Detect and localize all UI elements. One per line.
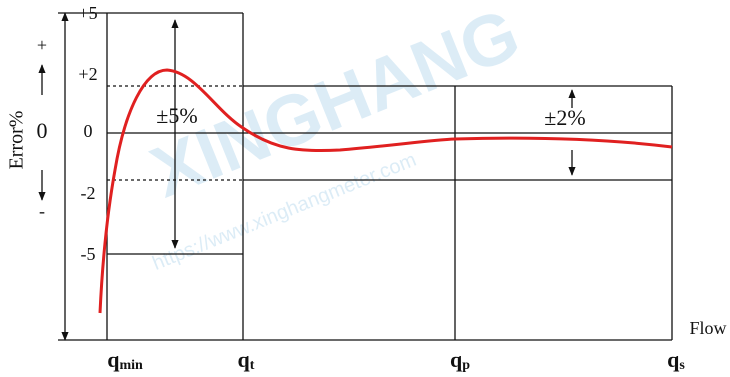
direction-minus: - <box>39 201 45 221</box>
x-point-base: q <box>238 347 251 372</box>
x-point-sub: min <box>119 358 143 373</box>
x-point-sub: s <box>679 358 685 373</box>
x-points: qmin qt qp qs <box>107 347 685 373</box>
x-point-base: q <box>107 347 120 372</box>
error-curve <box>98 68 673 314</box>
x-point-base: q <box>450 347 463 372</box>
direction-plus: + <box>37 35 47 55</box>
level-label: -5 <box>81 244 96 264</box>
direction-zero: 0 <box>37 118 48 143</box>
x-point-sub: p <box>462 358 470 373</box>
level-label: +5 <box>78 3 97 23</box>
level-label: -2 <box>81 183 96 203</box>
band-label: ±5% <box>156 103 197 128</box>
y-axis-title: Error% <box>6 111 28 170</box>
x-point-label: qmin <box>107 347 143 373</box>
x-point-sub: t <box>250 358 255 373</box>
x-point-base: q <box>667 347 680 372</box>
x-point-label: qs <box>667 347 685 373</box>
level-label: +2 <box>78 64 97 84</box>
x-axis-title: Flow <box>689 318 726 338</box>
frame <box>38 12 673 341</box>
level-label: 0 <box>84 121 93 141</box>
x-point-label: qt <box>238 347 255 373</box>
x-point-label: qp <box>450 347 470 373</box>
band-label: ±2% <box>544 105 585 130</box>
